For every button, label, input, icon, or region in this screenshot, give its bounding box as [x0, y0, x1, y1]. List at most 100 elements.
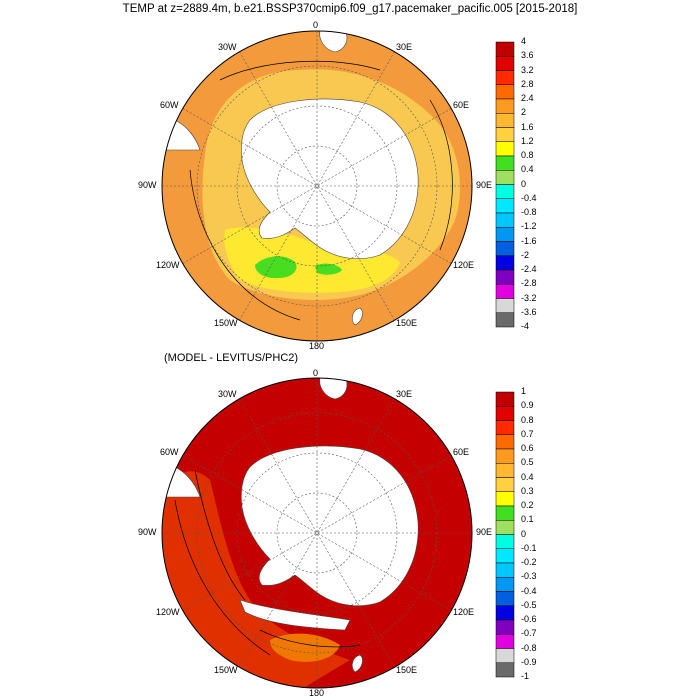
bottom-colorbar-label: 0.2	[521, 500, 534, 510]
bottom-colorbar-swatch	[495, 605, 515, 621]
bottom-colorbar-swatch	[495, 648, 515, 663]
top-colorbar-label: -0.8	[521, 207, 537, 217]
bottom-colorbar-swatch	[495, 505, 515, 521]
top-colorbar-swatch	[495, 241, 515, 256]
top-colorbar-swatch	[495, 70, 515, 85]
top-new-zealand	[351, 307, 363, 326]
top-colorbar-swatch	[495, 141, 515, 157]
top-colorbar-swatch	[495, 98, 515, 114]
top-colorbar-swatch	[495, 41, 515, 57]
bottom-colorbar-label: 0.3	[521, 485, 534, 496]
top-colorbar-swatch	[495, 198, 515, 214]
bottom-colorbar	[495, 391, 515, 678]
top-colorbar-label: -1.6	[521, 235, 537, 246]
top-colorbar-label: 3.6	[521, 50, 534, 61]
bottom-colorbar-swatch	[495, 548, 515, 564]
bottom-colorbar-swatch	[495, 434, 515, 450]
top-lon-label-90w: 90W	[138, 180, 157, 190]
bottom-lon-label-30e: 30E	[396, 389, 413, 399]
top-colorbar-label: 0.4	[521, 164, 534, 175]
bottom-colorbar-swatch	[495, 491, 515, 507]
top-colorbar-swatch	[495, 170, 515, 185]
top-africa	[319, 31, 348, 53]
top-lon-label-30w: 30W	[218, 42, 237, 52]
bottom-colorbar-swatch	[495, 406, 515, 421]
bottom-colorbar-swatch	[495, 448, 515, 464]
top-colorbar-swatch	[495, 56, 515, 71]
bottom-colorbar-label: 0.8	[521, 414, 534, 425]
top-colorbar-label: 0.8	[521, 150, 534, 160]
bottom-colorbar-label: 0	[521, 528, 527, 539]
bottom-colorbar-label: 0.9	[521, 400, 534, 411]
top-colorbar-label: -3.2	[521, 292, 537, 303]
bottom-colorbar-swatch	[495, 562, 515, 578]
bottom-sea-ice-edge	[239, 599, 351, 631]
top-colorbar-swatch	[495, 312, 515, 328]
top-colorbar-swatch	[495, 298, 515, 313]
bottom-lon-label-180: 180	[309, 688, 325, 698]
top-lon-label-120w: 120W	[156, 260, 180, 270]
bottom-colorbar-swatch	[495, 662, 515, 678]
top-colorbar-swatch	[495, 184, 515, 199]
bottom-lon-label-60e: 60E	[453, 447, 470, 457]
top-colorbar-swatch	[495, 127, 515, 142]
difference-panel-title: (MODEL - LEVITUS/PHC2)	[164, 352, 299, 364]
bottom-colorbar-label: -0.8	[521, 642, 537, 653]
top-colorbar-label: 1.6	[521, 121, 534, 132]
top-map-frame	[161, 30, 473, 342]
bottom-colorbar-swatch	[495, 477, 515, 492]
top-colorbar-label: -2	[521, 249, 530, 260]
bottom-lon-label-150e: 150E	[396, 665, 418, 675]
top-colorbar-swatch	[495, 227, 515, 242]
top-green-patch-east	[315, 263, 342, 275]
top-colorbar-swatch	[495, 255, 515, 271]
top-lon-label-60e: 60E	[453, 100, 470, 110]
bottom-colorbar-swatch	[495, 463, 515, 478]
top-colorbar-label: 2.8	[521, 78, 534, 89]
bottom-africa	[319, 378, 348, 400]
top-green-patch-west	[255, 256, 297, 279]
top-colorbar-swatch	[495, 155, 515, 171]
bottom-map-panel	[161, 377, 473, 689]
top-colorbar-label: 0	[521, 178, 527, 189]
bottom-lon-label-90e: 90E	[476, 527, 493, 537]
top-lon-label-90e: 90E	[476, 180, 493, 190]
top-colorbar-swatch	[495, 284, 515, 299]
bottom-colorbar-label: -0.3	[521, 571, 537, 582]
bottom-colorbar-swatch	[495, 520, 515, 535]
bottom-map-frame	[161, 377, 473, 689]
top-lon-label-30e: 30E	[396, 42, 413, 52]
bottom-colorbar-label: 0.1	[521, 514, 534, 525]
bottom-colorbar-label: 0.4	[521, 471, 534, 482]
top-lon-label-150w: 150W	[214, 318, 238, 328]
bottom-lon-label-60w: 60W	[160, 447, 179, 457]
top-colorbar	[495, 41, 515, 328]
bottom-colorbar-label: -0.6	[521, 614, 537, 624]
top-colorbar-swatch	[495, 113, 515, 128]
bottom-colorbar-swatch	[495, 591, 515, 606]
top-colorbar-label: 2.4	[521, 93, 534, 103]
top-colorbar-label: -2.4	[521, 264, 537, 274]
top-lon-label-0: 0	[313, 20, 319, 30]
bottom-colorbar-swatch	[495, 420, 515, 435]
bottom-colorbar-label: 0.5	[521, 457, 534, 468]
top-colorbar-label: -4	[521, 321, 530, 331]
bottom-lon-label-120e: 120E	[453, 607, 475, 617]
top-colorbar-swatch	[495, 212, 515, 228]
top-colorbar-label: 4	[521, 36, 527, 46]
bottom-new-zealand	[351, 654, 363, 673]
bottom-colorbar-label: -0.1	[521, 542, 537, 553]
bottom-colorbar-swatch	[495, 534, 515, 549]
bottom-colorbar-label: -0.7	[521, 628, 537, 639]
top-lon-label-180: 180	[309, 341, 325, 351]
top-colorbar-swatch	[495, 84, 515, 100]
top-map-panel	[161, 30, 473, 342]
top-colorbar-label: -1.2	[521, 221, 537, 232]
top-colorbar-label: 1.2	[521, 135, 534, 146]
bottom-lon-label-150w: 150W	[214, 665, 238, 675]
bottom-colorbar-label: -0.2	[521, 557, 537, 567]
top-lon-label-120e: 120E	[453, 260, 475, 270]
top-colorbar-label: -2.8	[521, 278, 537, 289]
bottom-lon-label-30w: 30W	[218, 389, 237, 399]
